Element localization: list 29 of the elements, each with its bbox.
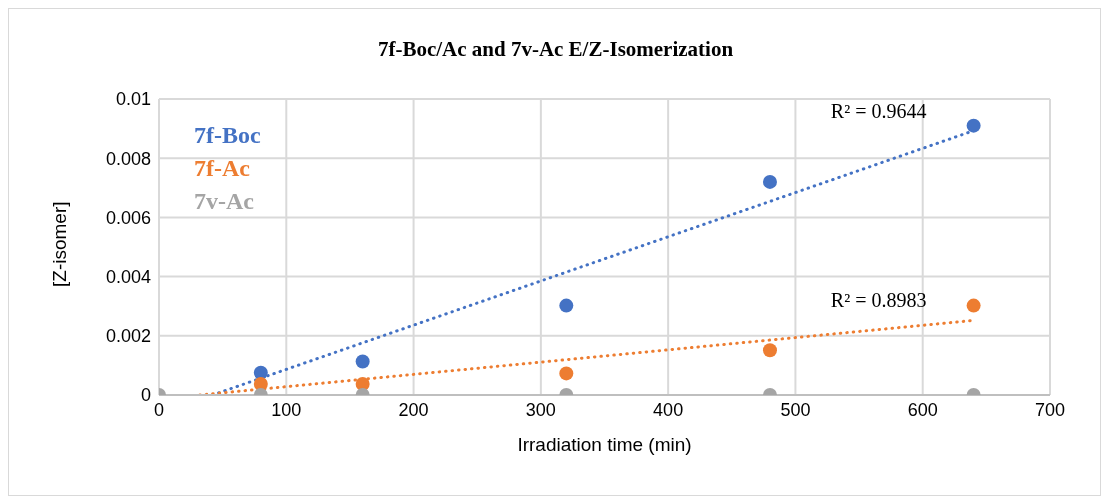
text: 7v-Ac: [194, 187, 255, 216]
point: [559, 298, 574, 313]
point: [762, 343, 777, 358]
text: 7f-Boc: [194, 121, 261, 150]
chart-title: 7f-Boc/Ac and 7v-Ac E/Z-Isomerization: [376, 37, 735, 62]
x-tick-label: 100: [271, 399, 302, 420]
point: [355, 354, 370, 369]
point: [966, 298, 981, 313]
annotation: R² = 0.8983: [830, 289, 927, 312]
y-tick-label: 0: [140, 385, 151, 406]
point: [966, 118, 981, 133]
x-tick-label: 0: [153, 399, 165, 420]
x-axis-title: Irradiation time (min): [517, 434, 692, 455]
x-tick-label: 300: [525, 399, 556, 420]
x-tick-label: 400: [653, 399, 684, 420]
y-tick-label: 0.004: [105, 266, 151, 287]
y-tick-label: 0.008: [105, 148, 151, 169]
point: [559, 366, 574, 381]
y-axis-title: [Z-isomer]: [48, 201, 70, 287]
y-tick-label: 0.002: [105, 326, 151, 347]
annotation: R² = 0.9644: [830, 99, 927, 122]
x-tick-label: 700: [1034, 399, 1066, 420]
point: [762, 174, 777, 189]
y-tick-label: 0.006: [105, 207, 151, 228]
x-tick-label: 200: [398, 399, 429, 420]
x-tick-label: 600: [907, 399, 938, 420]
x-tick-label: 500: [780, 399, 811, 420]
text: 7f-Ac: [194, 154, 251, 183]
y-tick-label: 0.01: [115, 89, 151, 110]
